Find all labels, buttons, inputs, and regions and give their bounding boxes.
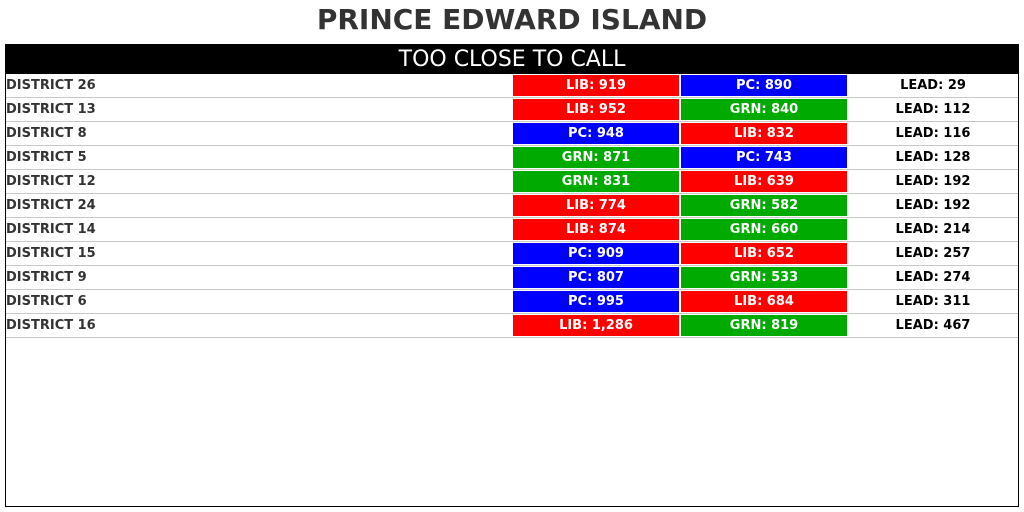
first-place-result: LIB: 874 <box>513 219 679 240</box>
district-list: DISTRICT 26 LIB: 919 PC: 890 LEAD: 29 DISTRI… <box>6 74 1018 338</box>
results-board: TOO CLOSE TO CALL DISTRICT 26 LIB: 919 PC:… <box>5 44 1019 507</box>
district-row: DISTRICT 26 LIB: 919 PC: 890 LEAD: 29 <box>6 74 1018 98</box>
district-row: DISTRICT 12 GRN: 831 LIB: 639 LEAD: 192 <box>6 170 1018 194</box>
first-place-result: LIB: 774 <box>513 195 679 216</box>
district-row: DISTRICT 9 PC: 807 GRN: 533 LEAD: 274 <box>6 266 1018 290</box>
first-place-result: LIB: 1,286 <box>513 315 679 336</box>
lead-margin: LEAD: 311 <box>895 294 971 309</box>
first-place-result: LIB: 919 <box>513 75 679 96</box>
second-place-result: LIB: 652 <box>681 243 847 264</box>
second-place-result: GRN: 819 <box>681 315 847 336</box>
first-place-result: PC: 948 <box>513 123 679 144</box>
lead-margin: LEAD: 116 <box>895 126 971 141</box>
district-name: DISTRICT 15 <box>6 246 96 261</box>
district-row: DISTRICT 8 PC: 948 LIB: 832 LEAD: 116 <box>6 122 1018 146</box>
second-place-result: PC: 890 <box>681 75 847 96</box>
lead-margin: LEAD: 29 <box>900 78 966 93</box>
first-place-result: LIB: 952 <box>513 99 679 120</box>
district-name: DISTRICT 13 <box>6 102 96 117</box>
second-place-result: LIB: 832 <box>681 123 847 144</box>
district-name: DISTRICT 8 <box>6 126 87 141</box>
district-name: DISTRICT 12 <box>6 174 96 189</box>
district-row: DISTRICT 14 LIB: 874 GRN: 660 LEAD: 214 <box>6 218 1018 242</box>
lead-margin: LEAD: 467 <box>895 318 971 333</box>
second-place-result: GRN: 660 <box>681 219 847 240</box>
page-title: PRINCE EDWARD ISLAND <box>316 3 708 36</box>
lead-margin: LEAD: 192 <box>895 174 971 189</box>
first-place-result: PC: 909 <box>513 243 679 264</box>
district-row: DISTRICT 13 LIB: 952 GRN: 840 LEAD: 112 <box>6 98 1018 122</box>
first-place-result: PC: 995 <box>513 291 679 312</box>
lead-margin: LEAD: 214 <box>895 222 971 237</box>
district-name: DISTRICT 16 <box>6 318 96 333</box>
district-name: DISTRICT 24 <box>6 198 96 213</box>
district-name: DISTRICT 5 <box>6 150 87 165</box>
district-row: DISTRICT 6 PC: 995 LIB: 684 LEAD: 311 <box>6 290 1018 314</box>
district-name: DISTRICT 6 <box>6 294 87 309</box>
lead-margin: LEAD: 257 <box>895 246 971 261</box>
second-place-result: GRN: 533 <box>681 267 847 288</box>
district-name: DISTRICT 9 <box>6 270 87 285</box>
district-row: DISTRICT 24 LIB: 774 GRN: 582 LEAD: 192 <box>6 194 1018 218</box>
second-place-result: LIB: 639 <box>681 171 847 192</box>
first-place-result: GRN: 831 <box>513 171 679 192</box>
lead-margin: LEAD: 274 <box>895 270 971 285</box>
district-name: DISTRICT 26 <box>6 78 96 93</box>
status-header: TOO CLOSE TO CALL <box>6 45 1018 74</box>
district-row: DISTRICT 16 LIB: 1,286 GRN: 819 LEAD: 467 <box>6 314 1018 338</box>
district-name: DISTRICT 14 <box>6 222 96 237</box>
second-place-result: PC: 743 <box>681 147 847 168</box>
lead-margin: LEAD: 192 <box>895 198 971 213</box>
first-place-result: GRN: 871 <box>513 147 679 168</box>
district-row: DISTRICT 5 GRN: 871 PC: 743 LEAD: 128 <box>6 146 1018 170</box>
second-place-result: GRN: 840 <box>681 99 847 120</box>
lead-margin: LEAD: 128 <box>895 150 971 165</box>
lead-margin: LEAD: 112 <box>895 102 971 117</box>
first-place-result: PC: 807 <box>513 267 679 288</box>
second-place-result: GRN: 582 <box>681 195 847 216</box>
district-row: DISTRICT 15 PC: 909 LIB: 652 LEAD: 257 <box>6 242 1018 266</box>
second-place-result: LIB: 684 <box>681 291 847 312</box>
